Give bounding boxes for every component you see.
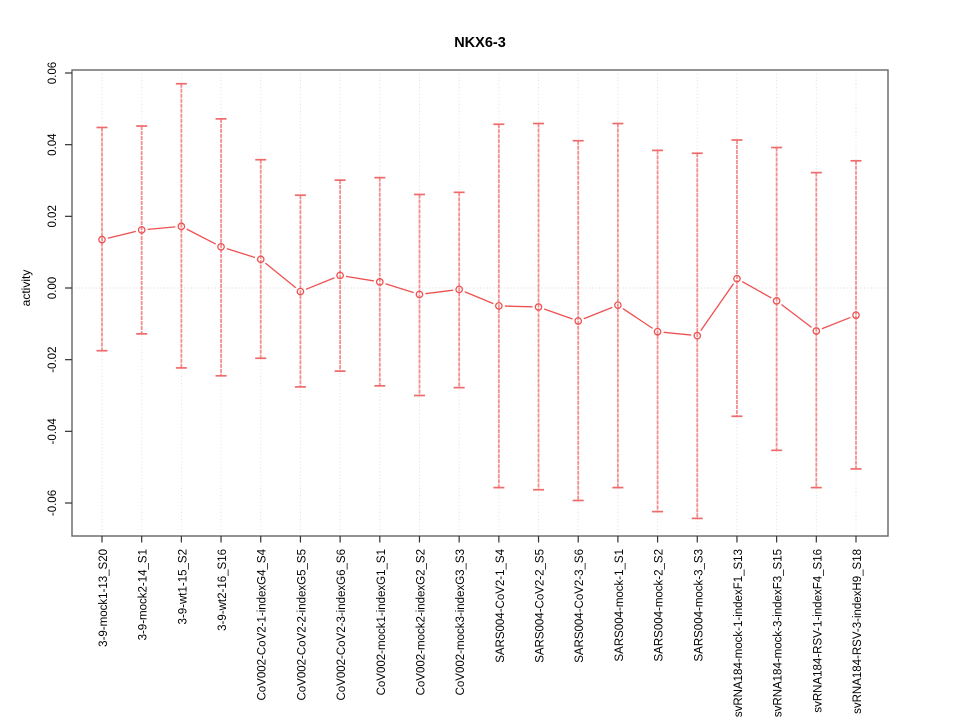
error-bars bbox=[96, 82, 862, 520]
data-point-marker bbox=[653, 327, 662, 336]
x-tick-label: svRNA184-mock-3-indexF3_S15 bbox=[773, 549, 785, 717]
x-tick-label: SARS004-mock-2_S2 bbox=[654, 549, 666, 662]
x-tick-label: 3-9-wt2-16_S16 bbox=[217, 549, 229, 631]
data-point-marker bbox=[375, 278, 384, 286]
series-segment bbox=[425, 289, 454, 295]
plot-border bbox=[71, 69, 889, 537]
x-tick-label: CoV002-mock1-indexG1_S1 bbox=[376, 549, 388, 695]
series-segment bbox=[663, 331, 692, 336]
x-tick-label: CoV002-mock3-indexG3_S3 bbox=[455, 549, 467, 695]
series-segment bbox=[543, 308, 573, 320]
data-point-marker bbox=[415, 290, 424, 299]
data-point-marker bbox=[177, 222, 186, 231]
y-tick-label: -0.06 bbox=[47, 490, 59, 516]
data-point-marker bbox=[137, 226, 146, 234]
data-point-marker bbox=[733, 274, 741, 283]
x-tick-label: 3-9-mock1-13_S20 bbox=[98, 549, 110, 647]
data-point-marker bbox=[772, 297, 781, 305]
data-point-marker bbox=[812, 327, 821, 335]
chart-title: NKX6-3 bbox=[454, 35, 506, 51]
x-tick-label: svRNA184-mock-1-indexF1_S13 bbox=[733, 549, 745, 717]
data-point-marker bbox=[852, 311, 860, 320]
data-point-marker bbox=[494, 302, 503, 310]
y-tick-label: -0.04 bbox=[47, 418, 59, 445]
series-segment bbox=[345, 275, 374, 282]
data-point-marker bbox=[534, 303, 543, 311]
series-segment bbox=[464, 291, 494, 305]
data-point-marker bbox=[693, 331, 702, 340]
x-axis: 3-9-mock1-13_S20 3-9-mock2-14_S1 3-9-wt1-1… bbox=[98, 536, 864, 717]
x-tick-label: 3-9-wt1-15_S2 bbox=[177, 549, 189, 624]
y-tick-label: -0.02 bbox=[47, 347, 59, 373]
series-segment bbox=[622, 307, 653, 329]
series-segment bbox=[385, 283, 414, 294]
x-tick-label: CoV002-mock2-indexG2_S2 bbox=[415, 549, 427, 695]
series-segment bbox=[186, 228, 217, 245]
data-point-marker bbox=[455, 285, 464, 294]
y-axis-title: activity bbox=[19, 270, 33, 307]
series-segment bbox=[305, 277, 335, 290]
data-point-markers bbox=[98, 222, 860, 340]
series-segment bbox=[107, 230, 137, 239]
data-point-marker bbox=[256, 255, 265, 264]
series-line bbox=[107, 226, 851, 336]
y-tick-label: 0.06 bbox=[47, 62, 59, 84]
series-segment bbox=[700, 283, 735, 332]
x-tick-label: SARS004-mock-3_S3 bbox=[693, 549, 705, 662]
data-point-marker bbox=[336, 271, 344, 280]
data-point-marker bbox=[574, 317, 583, 325]
data-point-marker bbox=[98, 235, 106, 244]
x-tick-label: CoV002-CoV2-1-indexG4_S4 bbox=[257, 548, 269, 700]
series-segment bbox=[821, 316, 851, 330]
series-segment bbox=[583, 306, 613, 320]
x-tick-label: SARS004-CoV2-3_S6 bbox=[574, 549, 586, 663]
series-segment bbox=[741, 281, 772, 299]
x-tick-label: svRNA184-RSV-1-indexF4_S16 bbox=[812, 549, 824, 713]
series-segment bbox=[264, 262, 297, 289]
x-tick-label: svRNA184-RSV-3-indexH9_S18 bbox=[852, 549, 864, 714]
x-tick-label: SARS004-CoV2-1_S4 bbox=[495, 548, 507, 662]
x-tick-label: 3-9-mock2-14_S1 bbox=[138, 549, 150, 640]
gridlines bbox=[101, 70, 857, 536]
x-tick-label: CoV002-CoV2-3-indexG6_S6 bbox=[336, 549, 348, 701]
y-tick-label: 0.00 bbox=[47, 277, 59, 299]
x-tick-label: CoV002-CoV2-2-indexG5_S5 bbox=[296, 549, 308, 701]
data-point-marker bbox=[614, 301, 622, 310]
data-point-marker bbox=[296, 287, 305, 296]
data-point-marker bbox=[217, 242, 225, 251]
series-segment bbox=[226, 247, 256, 259]
y-axis: 0.06 0.04 0.02 0.00 -0.02 -0.04 -0.06 bbox=[47, 62, 72, 516]
y-tick-label: 0.02 bbox=[47, 205, 59, 227]
series-segment bbox=[147, 226, 176, 231]
series-segment bbox=[781, 304, 812, 328]
x-tick-label: SARS004-CoV2-2_S5 bbox=[535, 549, 547, 663]
series-segment bbox=[504, 305, 533, 308]
y-tick-label: 0.04 bbox=[47, 133, 59, 156]
x-tick-label: SARS004-mock-1_S1 bbox=[614, 549, 626, 662]
